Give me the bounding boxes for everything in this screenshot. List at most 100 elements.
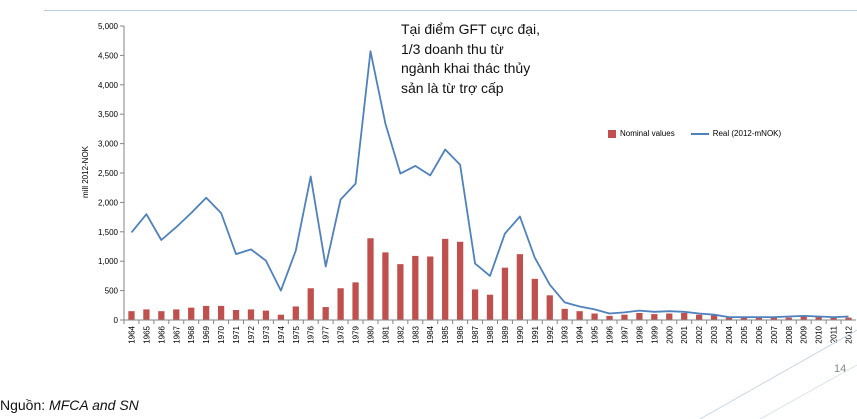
x-tick-label: 2003 (710, 325, 719, 343)
y-tick-label: 1,500 (98, 228, 119, 237)
x-tick-label: 2009 (800, 325, 809, 343)
x-tick-label: 1985 (441, 325, 450, 343)
bar-nominal (442, 238, 449, 320)
x-tick-label: 1969 (202, 325, 211, 343)
bar-nominal (546, 295, 553, 320)
x-tick-label: 2004 (725, 325, 734, 343)
x-tick-label: 1983 (411, 325, 420, 343)
x-tick-label: 1989 (501, 325, 510, 343)
x-tick-label: 2007 (770, 325, 779, 343)
y-tick-label: 4,000 (98, 81, 119, 90)
x-tick-label: 1971 (232, 325, 241, 343)
x-tick-label: 2010 (815, 325, 824, 343)
x-tick-label: 1980 (366, 325, 375, 343)
y-tick-label: 0 (114, 316, 119, 325)
x-tick-label: 2008 (785, 325, 794, 343)
bar-nominal (456, 241, 464, 320)
x-tick-label: 2012 (845, 325, 854, 343)
legend-label-nominal: Nominal values (620, 129, 675, 138)
bar-nominal (217, 305, 225, 320)
x-tick-label: 1966 (157, 325, 166, 343)
bars-series (128, 238, 852, 320)
x-tick-label: 1996 (606, 325, 615, 343)
bar-nominal (576, 311, 583, 320)
x-tick-label: 1970 (217, 325, 226, 343)
source-name: MFCA and SN (49, 397, 139, 413)
y-axis: 5,000 4,500 4,000 3,500 3,000 2,500 2,000 1,500… (98, 22, 125, 325)
legend-item-real: Real (2012-mNOK) (690, 129, 782, 138)
bar-nominal (412, 255, 419, 320)
bar-nominal (203, 305, 210, 320)
y-tick-label: 3,000 (98, 140, 119, 149)
x-tick-label: 1998 (635, 325, 644, 343)
x-tick-label: 1986 (456, 325, 465, 343)
x-tick-label: 1991 (531, 325, 540, 343)
x-tick-label: 1987 (471, 325, 480, 343)
bar-nominal (307, 288, 314, 320)
source-note: Nguồn: MFCA and SN (0, 397, 139, 413)
bar-nominal (651, 314, 658, 320)
x-tick-label: 1964 (127, 325, 136, 343)
bar-nominal (427, 256, 434, 320)
bar-nominal (158, 311, 165, 320)
bar-nominal (262, 310, 270, 320)
x-tick-label: 1981 (381, 325, 390, 343)
x-tick-label: 1997 (620, 325, 629, 343)
x-tick-label: 1992 (546, 325, 555, 343)
x-tick-label: 1990 (516, 325, 525, 343)
y-tick-label: 1,000 (98, 257, 119, 266)
bar-nominal (770, 317, 777, 320)
x-tick-label: 1972 (247, 325, 256, 343)
legend-swatch-bar (608, 129, 616, 138)
y-tick-label: 500 (105, 287, 119, 296)
x-tick-label: 1993 (561, 325, 570, 343)
page-number: 14 (834, 363, 847, 375)
x-tick-label: 2002 (695, 325, 704, 343)
x-tick-label: 1968 (187, 325, 196, 343)
bar-nominal (188, 307, 195, 320)
bar-nominal (666, 313, 673, 320)
bar-nominal (755, 317, 763, 320)
bar-nominal (173, 309, 180, 320)
x-tick-label: 2006 (755, 325, 764, 343)
bar-nominal (501, 267, 509, 320)
bar-nominal (815, 317, 822, 320)
y-tick-label: 4,500 (98, 51, 119, 60)
source-prefix: Nguồn: (0, 397, 50, 413)
bar-nominal (277, 314, 284, 320)
bar-nominal (352, 282, 359, 320)
x-tick-label: 2011 (830, 325, 839, 343)
x-tick-label: 1977 (322, 325, 331, 343)
bar-nominal (740, 317, 748, 320)
bar-nominal (800, 316, 807, 320)
legend: Nominal values Real (2012-mNOK) (608, 129, 797, 138)
x-tick-label: 1999 (650, 325, 659, 343)
y-tick-label: 5,000 (98, 22, 119, 31)
legend-label-real: Real (2012-mNOK) (712, 129, 782, 138)
chart-annotation: Tại điểm GFT cực đại, 1/3 doanh thu từ n… (401, 21, 541, 96)
header-rule (44, 10, 857, 11)
bar-nominal (292, 306, 299, 320)
bar-nominal (725, 317, 733, 320)
y-tick-label: 2,000 (98, 198, 119, 207)
bar-nominal (322, 307, 329, 320)
bar-nominal (696, 314, 703, 320)
bar-nominal (785, 317, 792, 320)
bar-nominal (621, 314, 628, 320)
x-tick-label: 1974 (277, 325, 286, 343)
x-tick-label: 1965 (142, 325, 151, 343)
bar-nominal (337, 288, 344, 320)
bar-nominal (710, 315, 718, 320)
x-tick-label: 2000 (665, 325, 674, 343)
x-axis: 1964 1965 1966 1967 1968 1969 1970 1971 1972 1973… (123, 319, 856, 344)
x-tick-label: 1994 (576, 325, 585, 343)
bar-nominal (531, 278, 538, 320)
x-tick-label: 1975 (292, 325, 301, 343)
bar-nominal (516, 254, 524, 320)
x-tick-label: 1979 (352, 325, 361, 343)
line-series (130, 50, 849, 319)
bar-nominal (830, 317, 837, 320)
y-axis-title: mill 2012-NOK (81, 145, 90, 198)
legend-item-nominal: Nominal values (608, 129, 675, 138)
